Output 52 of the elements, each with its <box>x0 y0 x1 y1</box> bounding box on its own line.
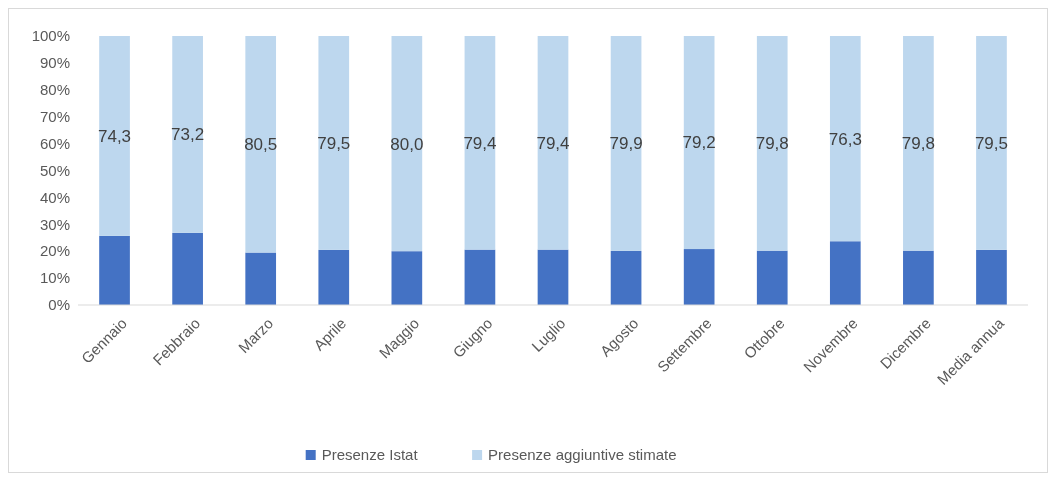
bar <box>391 251 423 305</box>
bar <box>464 36 496 250</box>
y-tick-label: 30% <box>39 215 70 233</box>
data-label: 79,9 <box>609 134 643 154</box>
bar <box>976 36 1007 250</box>
y-tick-label: 60% <box>39 134 70 152</box>
legend-label: Presenze aggiuntive stimate <box>488 446 677 464</box>
bar <box>683 36 715 250</box>
bar <box>391 36 423 252</box>
bar <box>976 249 1007 305</box>
y-tick-label: 20% <box>39 242 70 260</box>
bar <box>903 250 934 305</box>
bar <box>683 249 715 305</box>
bar <box>99 235 130 305</box>
bar <box>172 232 203 305</box>
bar <box>756 36 788 251</box>
bar <box>245 252 277 305</box>
y-tick-label: 40% <box>39 188 70 206</box>
y-tick-label: 100% <box>31 27 70 45</box>
y-tick-label: 90% <box>39 54 70 72</box>
bar <box>610 36 642 251</box>
y-tick-label: 50% <box>39 161 70 179</box>
data-label: 79,8 <box>755 134 789 154</box>
y-tick-label: 80% <box>39 81 70 99</box>
data-label: 79,2 <box>682 133 716 153</box>
bar <box>318 249 350 305</box>
bar <box>245 36 277 253</box>
data-label: 73,2 <box>171 125 205 145</box>
bar <box>172 36 203 233</box>
data-label: 79,5 <box>317 133 351 153</box>
bar <box>537 249 569 305</box>
y-tick-label: 10% <box>39 269 70 287</box>
bar <box>464 249 496 305</box>
data-label: 79,5 <box>974 133 1009 153</box>
bar <box>610 250 642 305</box>
data-label: 76,3 <box>828 129 862 149</box>
bar <box>829 36 861 242</box>
bar <box>99 36 130 236</box>
bar <box>829 241 861 305</box>
y-tick-label: 70% <box>39 107 70 125</box>
bar <box>318 36 350 250</box>
bar <box>756 250 788 305</box>
data-label: 74,3 <box>97 126 132 146</box>
bar <box>903 36 934 251</box>
data-label: 80,5 <box>244 135 278 155</box>
data-label: 79,4 <box>463 133 497 153</box>
y-tick-label: 0% <box>48 296 70 314</box>
legend-label: Presenze Istat <box>321 446 419 464</box>
data-label: 79,8 <box>901 134 935 154</box>
data-label: 79,4 <box>536 133 570 153</box>
data-label: 80,0 <box>390 134 424 154</box>
bar <box>537 36 569 250</box>
